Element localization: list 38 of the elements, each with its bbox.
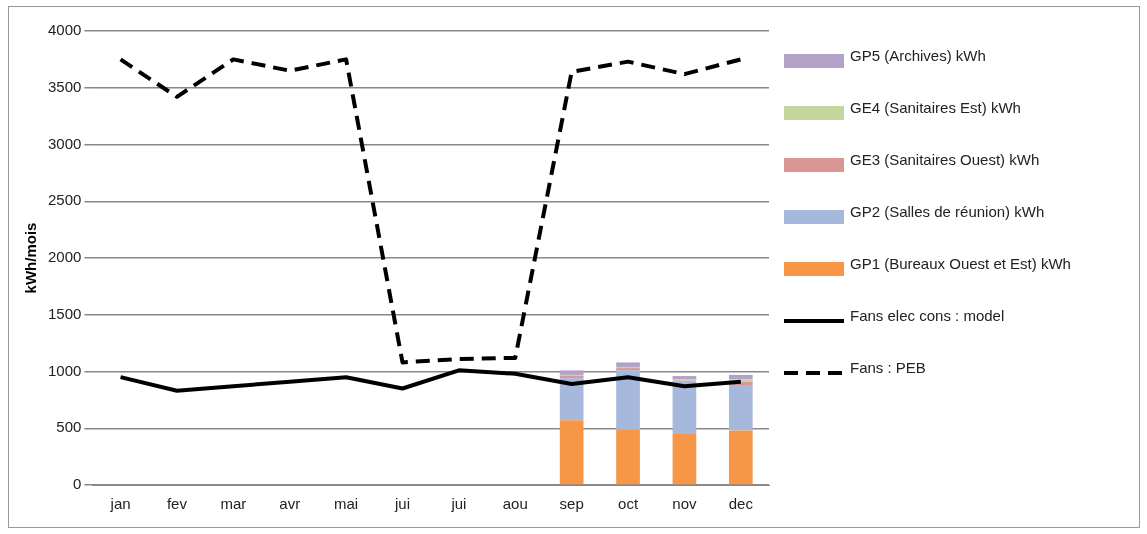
- x-tick-label: nov: [672, 495, 698, 513]
- bar: [672, 433, 697, 485]
- legend-label: Fans : PEB: [850, 359, 926, 376]
- x-tick-label: fev: [166, 495, 188, 513]
- bar: [616, 370, 640, 430]
- line-series: [118, 57, 743, 365]
- bar: [559, 370, 584, 375]
- y-axis-title: kWh/mois: [22, 222, 40, 294]
- x-tick-label: oct: [618, 495, 639, 513]
- y-tick-label: 2000: [47, 248, 82, 266]
- y-tick-label: 2500: [47, 191, 82, 209]
- x-tick-label: sep: [559, 495, 584, 513]
- bar: [728, 385, 753, 431]
- legend-label: GE3 (Sanitaires Ouest) kWh: [850, 151, 1040, 168]
- y-tick-label: 4000: [47, 21, 82, 39]
- legend-label: GE4 (Sanitaires Est) kWh: [850, 99, 1021, 116]
- legend-label: GP1 (Bureaux Ouest et Est) kWh: [850, 255, 1071, 272]
- y-tick-label: 1500: [47, 304, 82, 322]
- legend-label: GP5 (Archives) kWh: [850, 47, 986, 64]
- bar: [616, 429, 640, 485]
- legend-label: GP2 (Salles de réunion) kWh: [850, 203, 1045, 220]
- x-tick-label: mar: [220, 495, 247, 513]
- x-tick-label: dec: [728, 495, 754, 513]
- x-tick-label: jui: [393, 495, 410, 513]
- y-tick-label: 1000: [47, 361, 82, 379]
- x-tick-label: jui: [450, 495, 467, 513]
- x-tick-label: mai: [334, 495, 359, 513]
- bar: [616, 362, 640, 367]
- x-tick-label: avr: [279, 495, 301, 513]
- bar: [728, 430, 753, 485]
- y-tick-label: 500: [56, 418, 82, 436]
- bar: [559, 420, 584, 485]
- legend-label: Fans elec cons : model: [850, 307, 1005, 324]
- y-tick-label: 3500: [47, 77, 82, 95]
- x-tick-label: aou: [502, 495, 528, 513]
- x-tick-label: jan: [109, 495, 131, 513]
- y-tick-label: 0: [73, 475, 82, 493]
- y-tick-label: 3000: [47, 134, 82, 152]
